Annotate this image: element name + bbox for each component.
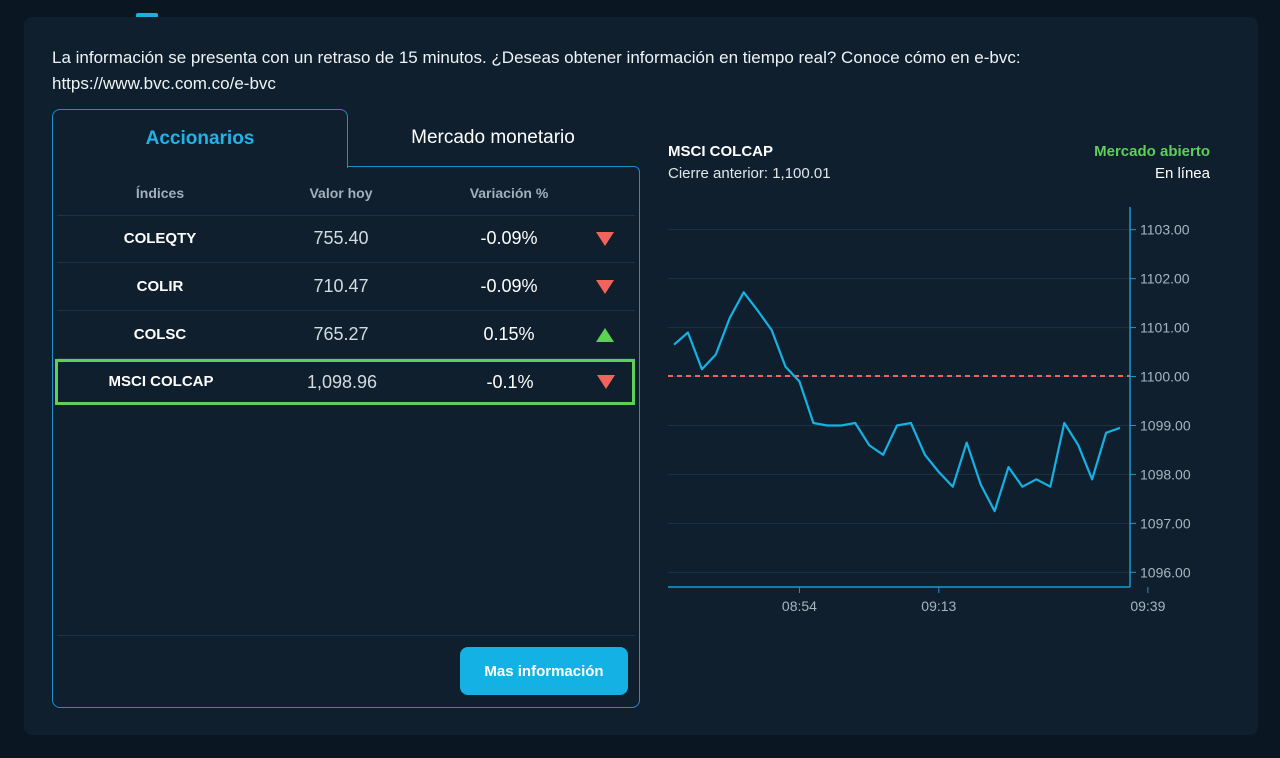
y-tick-label: 1096.00 [1140, 564, 1191, 580]
table-row-selected[interactable]: MSCI COLCAP 1,098.96 -0.1% [55, 359, 635, 405]
header-indices: Índices [135, 185, 185, 201]
index-name: COLEQTY [123, 230, 197, 247]
chart-title: MSCI COLCAP [668, 143, 773, 160]
index-value: 765.27 [313, 324, 369, 344]
x-tick-label: 09:13 [921, 598, 956, 614]
header-variacion: Variación % [469, 185, 549, 201]
x-tick-label: 08:54 [782, 598, 817, 614]
y-tick-label: 1099.00 [1140, 417, 1191, 433]
series-line [673, 291, 1121, 513]
table-row[interactable]: COLIR 710.47 -0.09% [57, 263, 635, 311]
index-variation: -0.09% [480, 228, 538, 248]
table-row[interactable]: COLEQTY 755.40 -0.09% [57, 215, 635, 263]
index-variation: 0.15% [483, 324, 535, 344]
index-name: COLSC [133, 326, 187, 343]
index-value: 755.40 [313, 228, 369, 248]
trend-up-icon [593, 311, 617, 358]
tab-accionarios[interactable]: Accionarios [52, 109, 348, 168]
table-header: Índices Valor hoy Variación % [57, 167, 635, 216]
y-tick-label: 1097.00 [1140, 515, 1191, 531]
market-panel: La información se presenta con un retras… [24, 17, 1258, 735]
index-value: 710.47 [313, 276, 369, 296]
table-footer-divider [57, 635, 635, 636]
more-info-button[interactable]: Mas información [460, 647, 628, 695]
trend-down-icon [593, 215, 617, 262]
delay-notice: La información se presenta con un retras… [52, 48, 1021, 93]
indices-table: Índices Valor hoy Variación % COLEQTY 75… [52, 166, 640, 708]
table-row[interactable]: COLSC 765.27 0.15% [57, 311, 635, 359]
previous-close: Cierre anterior: 1,100.01 [668, 165, 831, 182]
market-online-status: En línea [1154, 165, 1210, 182]
y-tick-label: 1102.00 [1140, 271, 1190, 287]
header-valor-hoy: Valor hoy [309, 185, 373, 201]
index-name: MSCI COLCAP [108, 373, 214, 390]
index-name: COLIR [136, 278, 184, 295]
trend-down-icon [593, 263, 617, 310]
y-tick-label: 1098.00 [1140, 466, 1191, 482]
trend-down-icon [594, 362, 618, 402]
y-tick-label: 1103.00 [1140, 222, 1190, 238]
index-variation: -0.09% [480, 276, 538, 296]
index-variation: -0.1% [486, 372, 534, 392]
index-value: 1,098.96 [306, 372, 378, 392]
market-status: Mercado abierto [1094, 143, 1210, 160]
y-tick-label: 1100.00 [1140, 369, 1190, 385]
top-tab-indicator [136, 13, 158, 18]
y-tick-label: 1101.00 [1140, 320, 1190, 336]
x-tick-label: 09:39 [1130, 598, 1165, 614]
index-line-chart: 1096.00 1097.00 1098.00 1099.00 1100.00 1101.… [668, 207, 1191, 614]
tab-mercado-monetario[interactable]: Mercado monetario [411, 127, 575, 148]
